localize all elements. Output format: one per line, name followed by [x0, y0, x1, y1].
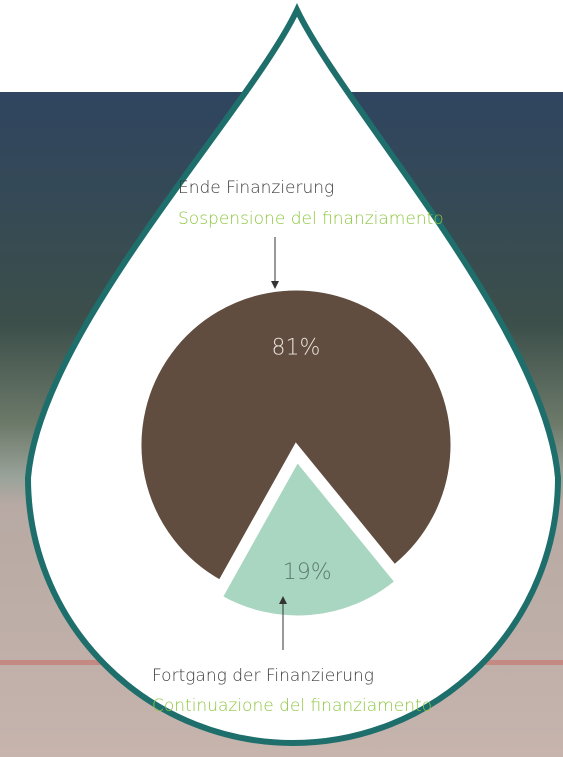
- label-bottom-it: Continuazione del finanziamento: [152, 696, 432, 716]
- chart: 81% 19% Ende Finanzierung Sospensione del…: [0, 0, 563, 757]
- label-bottom-de: Fortgang der Finanzierung: [152, 666, 374, 686]
- label-top-it: Sospensione del finanziamento: [178, 209, 444, 229]
- label-top-de: Ende Finanzierung: [178, 178, 334, 198]
- value-label: 81%: [272, 335, 321, 360]
- page: 81% 19% Ende Finanzierung Sospensione del…: [0, 0, 563, 757]
- value-label: 19%: [283, 560, 332, 585]
